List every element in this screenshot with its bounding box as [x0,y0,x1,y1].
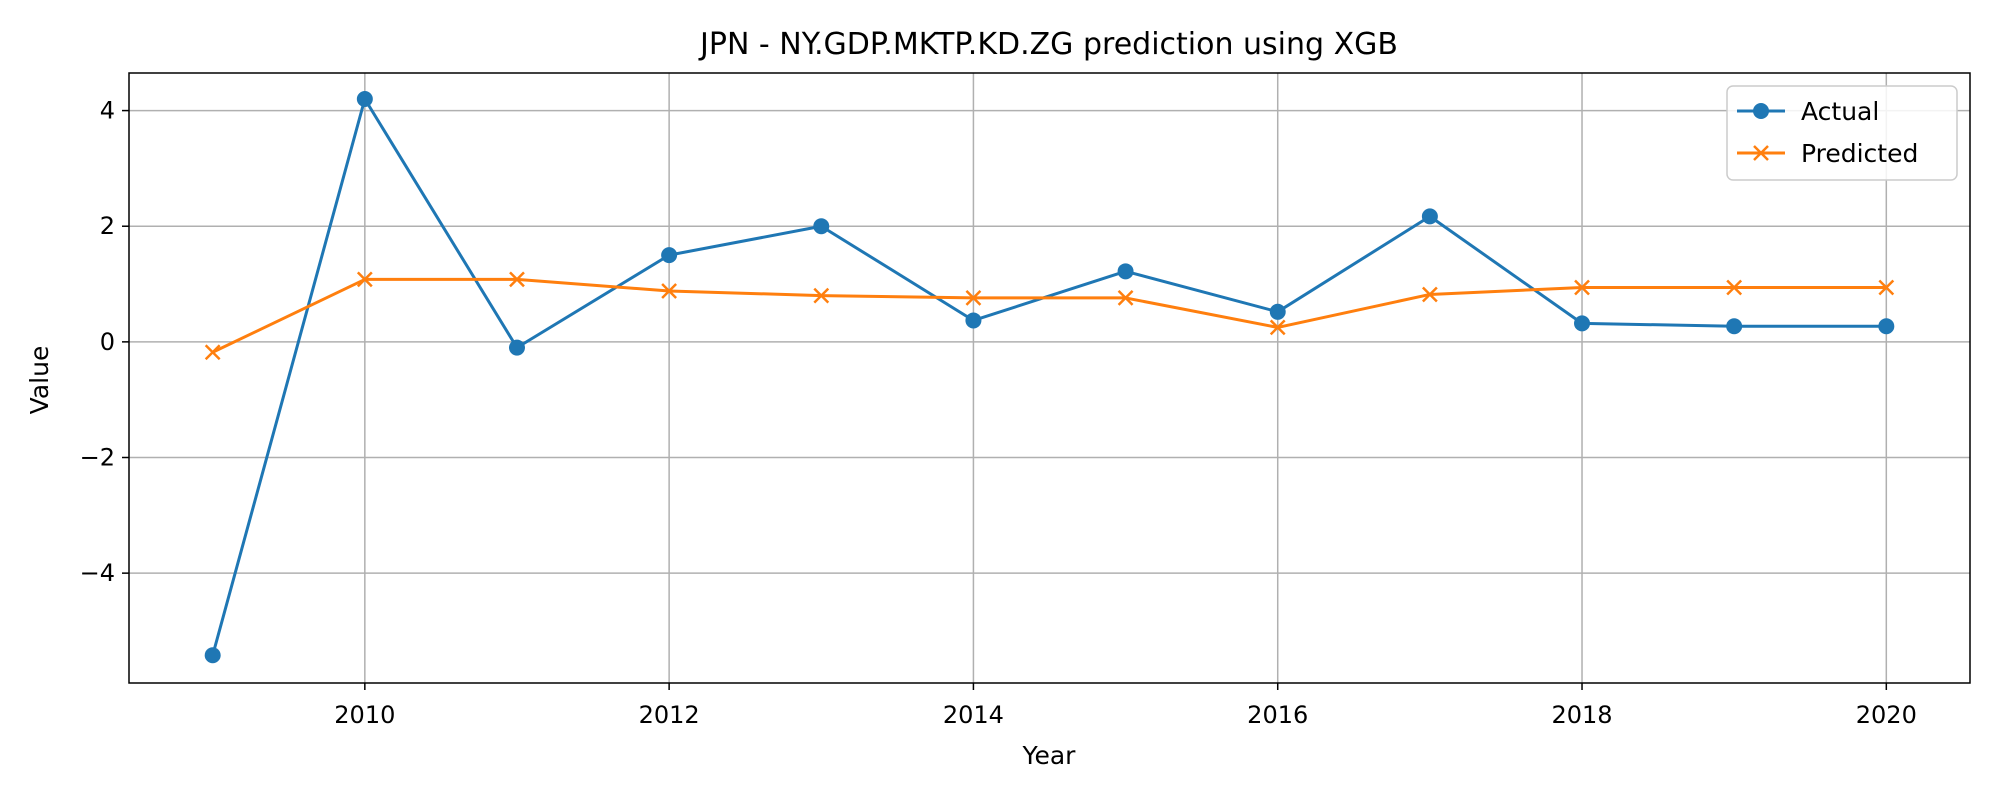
x-tick-label: 2010 [334,701,395,729]
x-tick-label: 2014 [943,701,1004,729]
actual-point [965,312,982,329]
predicted-point [965,290,982,306]
y-axis-label: Value [25,346,54,415]
actual-point [661,247,678,264]
legend-predicted-marker [1753,145,1769,161]
y-tick-label: 0 [100,328,115,356]
predicted-point [1574,279,1590,296]
plot-frame [128,72,1971,684]
chart-title: JPN - NY.GDP.MKTP.KD.ZG prediction using… [698,27,1398,62]
actual-point [508,339,525,356]
y-tick-label: 2 [100,212,115,240]
x-tick-label: 2012 [639,701,700,729]
actual-point [1421,208,1438,225]
actual-point [1117,263,1134,280]
x-tick-label: 2016 [1247,701,1308,729]
actual-point [1269,303,1286,320]
y-tick-label: 4 [100,97,115,125]
x-tick-label: 2018 [1551,701,1612,729]
predicted-point [356,271,373,288]
predicted-point [1421,286,1438,303]
predicted-point [509,271,525,288]
predicted-point [1269,319,1286,336]
predicted-point [1726,279,1743,296]
predicted-point [661,283,678,299]
predicted-line [212,277,1887,354]
actual-point [356,91,373,108]
legend-actual-label: Actual [1801,97,1879,126]
predicted-point [1117,290,1134,306]
actual-line [211,97,1887,656]
axis-ticks: 2010 2012 2014 2016 2018 2020 −4 −2 0 2 4 [80,97,1917,729]
legend-predicted-label: Predicted [1801,139,1918,168]
actual-point [1878,318,1895,335]
predicted-point [1878,279,1895,296]
actual-point [1574,315,1591,332]
legend: Actual Predicted [1726,85,1958,181]
actual-point [1726,318,1743,335]
series-lines [204,91,1895,664]
legend-actual-marker [1753,103,1769,119]
predicted-point [204,344,221,361]
x-axis-label: Year [1022,741,1077,770]
y-tick-label: −2 [80,444,115,472]
predicted-point [813,287,830,304]
y-tick-label: −4 [80,559,115,587]
actual-point [813,218,830,235]
x-tick-label: 2020 [1856,701,1917,729]
actual-point [204,647,221,664]
plot-area-border [128,72,1971,684]
